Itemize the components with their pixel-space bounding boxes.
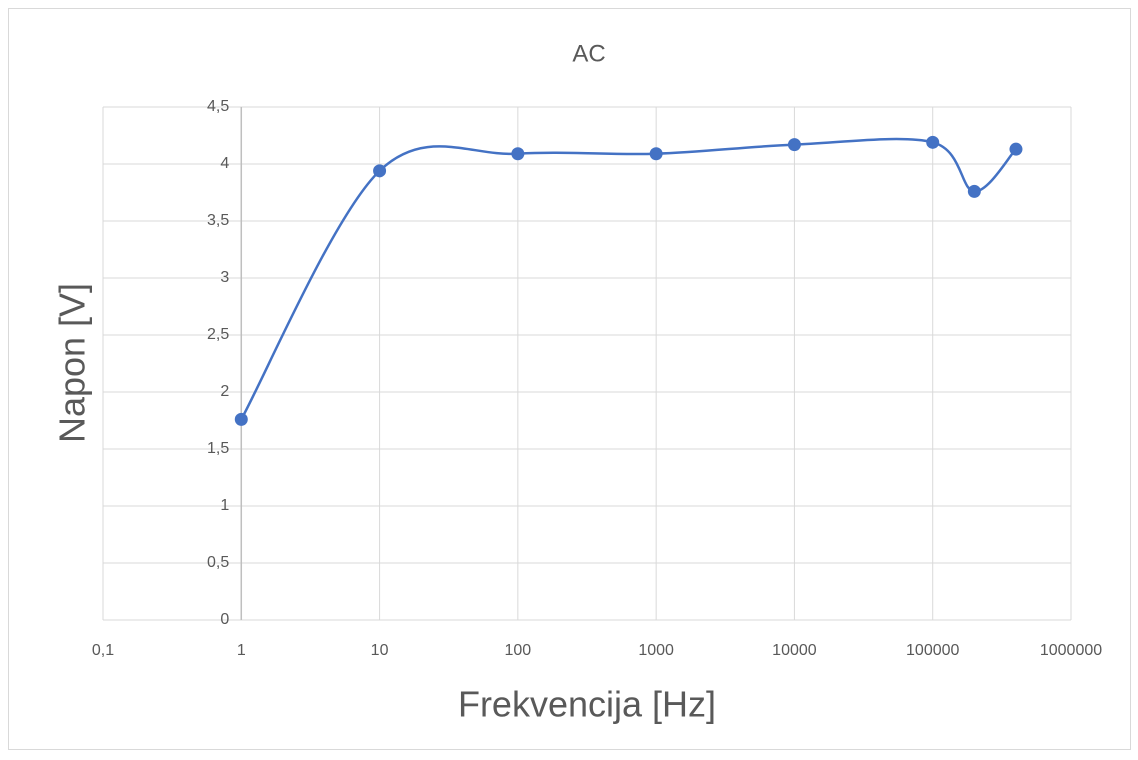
- y-tick-label: 2: [220, 383, 229, 400]
- x-tick-label: 100: [505, 642, 532, 659]
- y-tick-label: 0,5: [207, 554, 229, 571]
- y-tick-label: 4,5: [207, 98, 229, 115]
- data-point: [967, 184, 981, 198]
- x-tick-label: 0,1: [92, 642, 114, 659]
- x-tick-label: 1000: [638, 642, 674, 659]
- y-tick-label: 4: [220, 155, 229, 172]
- chart-title: AC: [572, 40, 605, 67]
- chart-area: [8, 8, 1131, 750]
- y-tick-label: 3,5: [207, 212, 229, 229]
- data-point: [1009, 142, 1023, 156]
- data-point: [373, 164, 387, 178]
- x-tick-label: 100000: [906, 642, 959, 659]
- y-tick-label: 2,5: [207, 326, 229, 343]
- data-point: [234, 412, 248, 426]
- data-point: [649, 147, 663, 161]
- x-tick-label: 1: [237, 642, 246, 659]
- y-tick-label: 1: [220, 497, 229, 514]
- y-axis-title: Napon [V]: [52, 283, 93, 443]
- data-point: [926, 135, 940, 149]
- x-axis-title: Frekvencija [Hz]: [458, 684, 716, 725]
- x-tick-label: 10: [371, 642, 389, 659]
- x-tick-label: 10000: [772, 642, 817, 659]
- y-tick-label: 1,5: [207, 440, 229, 457]
- data-point: [787, 138, 801, 152]
- y-tick-label: 3: [220, 269, 229, 286]
- data-point: [511, 147, 525, 161]
- x-tick-label: 1000000: [1040, 642, 1102, 659]
- y-tick-label: 0: [220, 611, 229, 628]
